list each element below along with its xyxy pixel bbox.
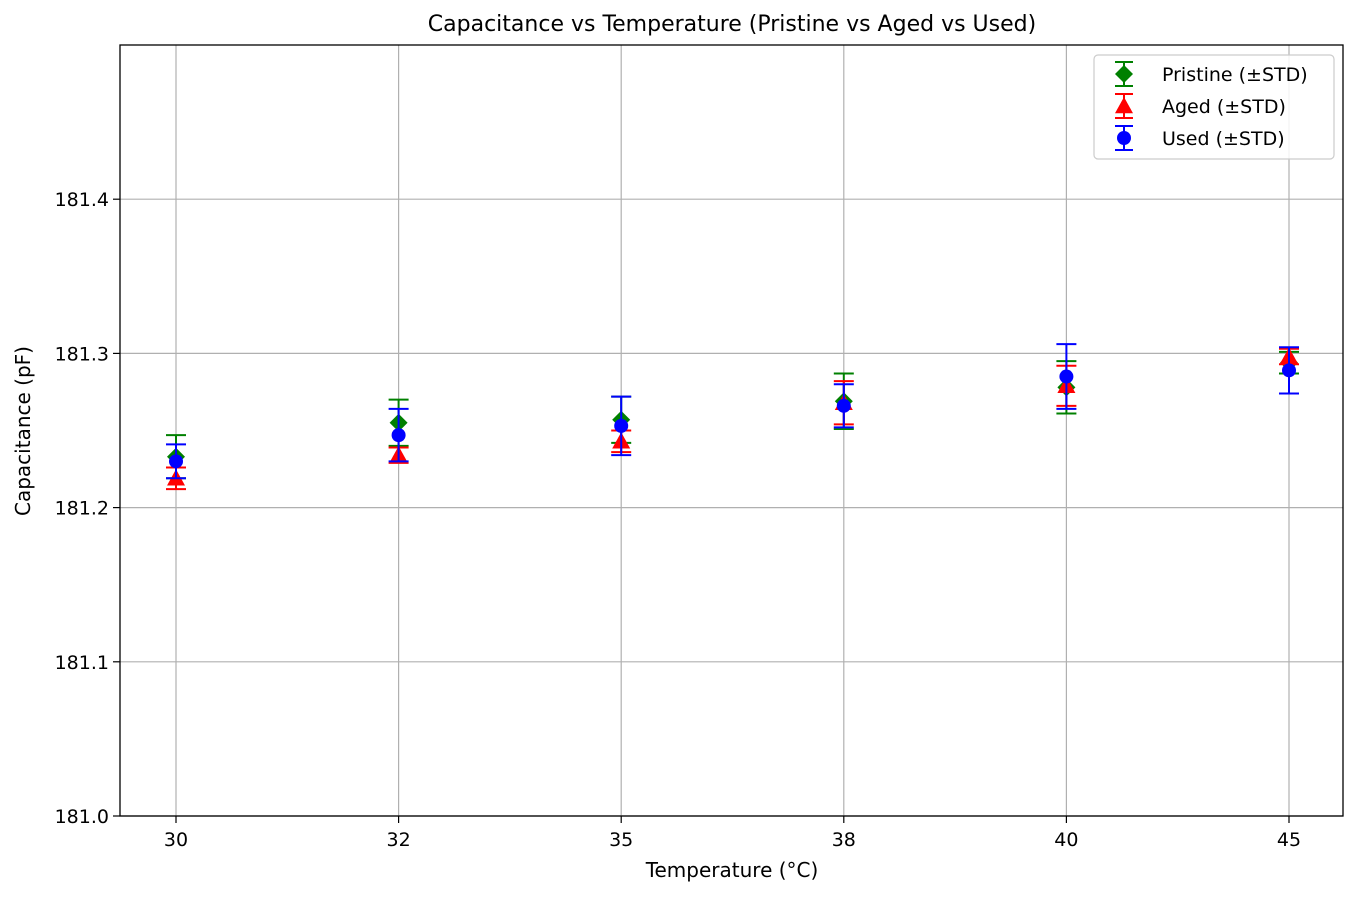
legend-label: Aged (±STD)	[1162, 96, 1286, 118]
y-tick-label: 181.2	[55, 498, 109, 520]
x-tick-label: 38	[832, 829, 856, 851]
data-point	[836, 398, 851, 413]
y-tick-label: 181.4	[55, 189, 109, 211]
data-point	[614, 418, 629, 433]
legend-entry: Aged (±STD)	[1115, 93, 1286, 119]
legend-marker	[1115, 65, 1133, 83]
chart-title: Capacitance vs Temperature (Pristine vs …	[428, 12, 1036, 37]
x-axis-label: Temperature (°C)	[645, 858, 819, 882]
y-tick-label: 181.0	[55, 806, 109, 828]
x-tick-label: 40	[1054, 829, 1078, 851]
legend-entry: Pristine (±STD)	[1115, 61, 1308, 87]
y-tick-label: 181.1	[55, 652, 109, 674]
x-tick-label: 30	[164, 829, 188, 851]
y-axis-label: Capacitance (pF)	[11, 346, 35, 516]
legend-marker	[1115, 97, 1133, 114]
series-diamond	[166, 350, 1299, 480]
y-tick-label: 181.3	[55, 343, 109, 365]
legend: Pristine (±STD) Aged (±STD) Used (±STD)	[1093, 54, 1335, 160]
data-point	[1059, 369, 1074, 384]
data-point	[1282, 363, 1296, 378]
plot-frame	[119, 44, 1344, 817]
legend-marker	[1117, 131, 1131, 145]
x-tick-label: 32	[387, 829, 411, 851]
series-circle	[166, 343, 1299, 480]
grid-lines	[120, 45, 1343, 817]
legend-label: Used (±STD)	[1162, 128, 1285, 150]
x-tick-label: 35	[609, 829, 633, 851]
data-point	[391, 428, 406, 443]
legend-box	[1093, 54, 1335, 160]
legend-label: Pristine (±STD)	[1162, 64, 1308, 86]
x-tick-label: 45	[1277, 829, 1301, 851]
data-marks	[166, 343, 1299, 491]
data-point	[169, 454, 183, 469]
axes: 30 32 35 38 40 45 181.0 181.1 181.2 181.3 181.4	[55, 189, 1302, 851]
legend-entry: Used (±STD)	[1115, 125, 1285, 151]
series-triangle	[166, 347, 1299, 491]
